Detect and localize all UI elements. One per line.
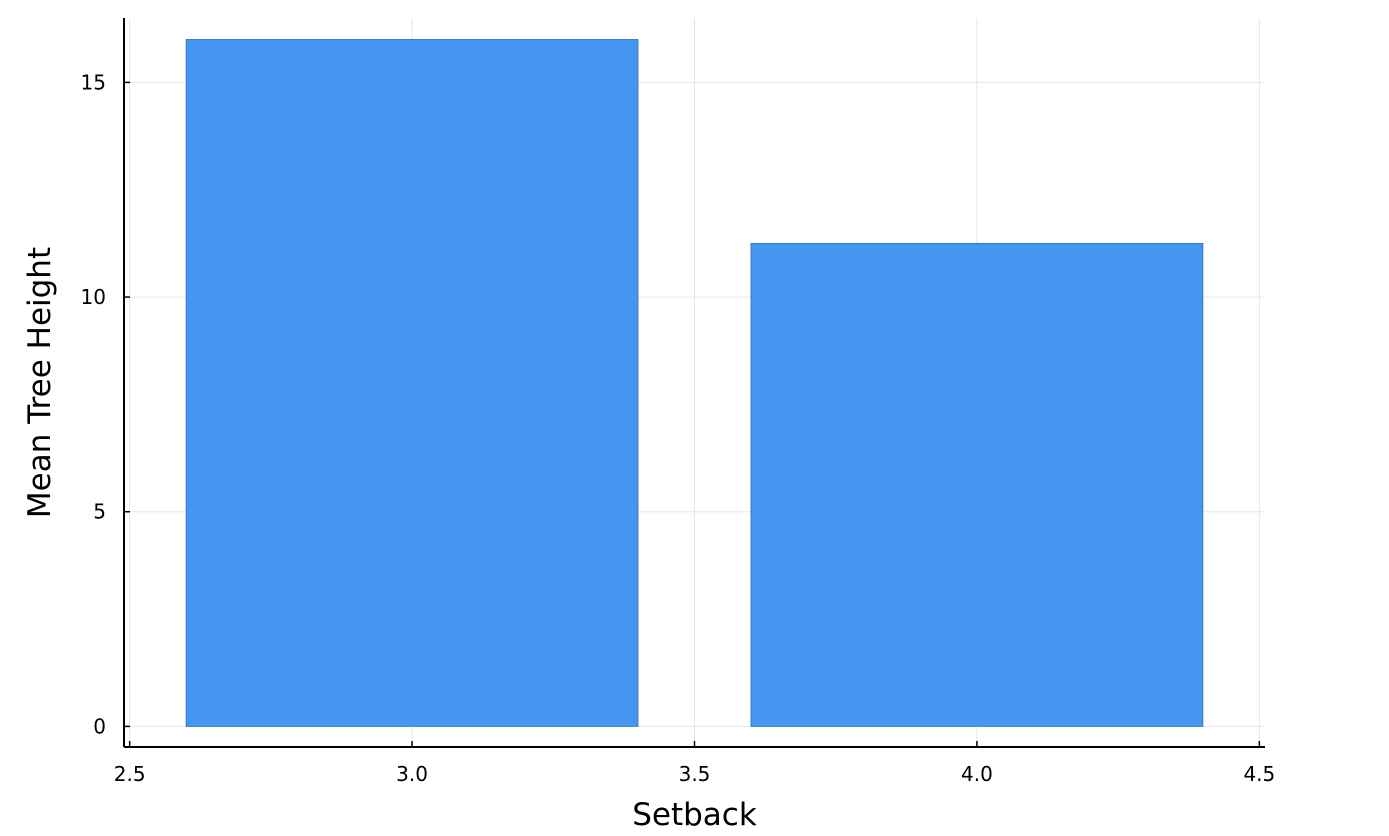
y-tick-label: 10: [81, 285, 106, 309]
y-ticks: 0 5 10 15: [81, 70, 130, 738]
x-tick-label: 3.0: [396, 762, 428, 786]
x-tick-label: 4.0: [961, 762, 993, 786]
bar: [185, 39, 639, 727]
y-tick-label: 15: [81, 70, 106, 94]
x-tick-label: 3.5: [679, 762, 711, 786]
x-tick-label: 4.5: [1243, 762, 1275, 786]
y-axis-title: Mean Tree Height: [22, 247, 58, 518]
y-tick-label: 5: [93, 500, 106, 524]
y-tick-label: 0: [93, 714, 106, 738]
bars: [185, 39, 1204, 727]
x-ticks: 2.5 3.0 3.5 4.0 4.5: [114, 741, 1275, 786]
x-axis-title: Setback: [632, 797, 757, 833]
bar: [750, 242, 1204, 727]
x-tick-label: 2.5: [114, 762, 146, 786]
